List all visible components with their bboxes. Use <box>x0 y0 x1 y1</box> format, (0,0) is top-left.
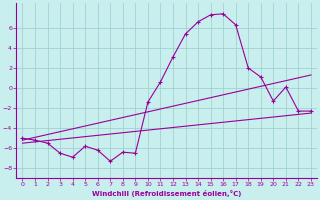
X-axis label: Windchill (Refroidissement éolien,°C): Windchill (Refroidissement éolien,°C) <box>92 190 241 197</box>
